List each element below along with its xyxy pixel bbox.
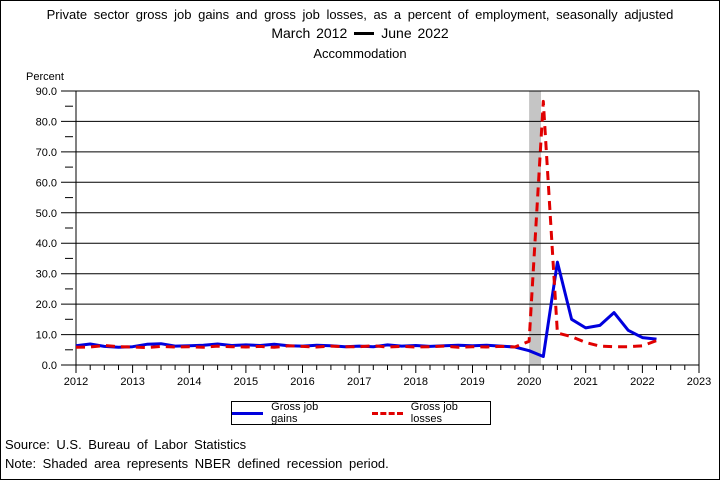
- x-tick-label: 2014: [177, 376, 201, 388]
- x-tick-label: 2012: [64, 376, 88, 388]
- legend-item-losses: Gross job losses: [371, 401, 490, 425]
- x-tick-label: 2019: [460, 376, 484, 388]
- x-tick-label: 2023: [687, 376, 711, 388]
- y-axis-unit-label: Percent: [26, 71, 64, 83]
- legend-item-gains: Gross job gains: [232, 401, 346, 425]
- source-text: Source: U.S. Bureau of Labor Statistics: [5, 437, 247, 452]
- x-tick-label: 2017: [347, 376, 371, 388]
- y-tick-label: 0.0: [42, 360, 57, 372]
- chart-subtitle: March 2012 June 2022: [1, 25, 719, 41]
- legend-gains-label: Gross job gains: [271, 401, 319, 425]
- y-tick-label: 10.0: [36, 330, 57, 342]
- x-tick-label: 2013: [120, 376, 144, 388]
- recession-band: [529, 91, 541, 365]
- legend-losses-line-icon: [371, 411, 403, 415]
- x-tick-label: 2015: [234, 376, 258, 388]
- y-tick-label: 40.0: [36, 238, 57, 250]
- y-tick-label: 50.0: [36, 208, 57, 220]
- y-tick-label: 80.0: [36, 116, 57, 128]
- x-tick-label: 2018: [404, 376, 428, 388]
- y-tick-label: 60.0: [36, 177, 57, 189]
- legend-losses-label: Gross job losses: [410, 401, 458, 425]
- dash-icon: [354, 31, 375, 35]
- y-tick-label: 70.0: [36, 147, 57, 159]
- series-line-losses: [75, 99, 658, 350]
- chart-title: Private sector gross job gains and gross…: [46, 7, 674, 22]
- legend-gains-line-icon: [232, 411, 264, 415]
- subtitle-period-to: June 2022: [381, 25, 449, 41]
- subtitle-period-from: March 2012: [271, 25, 348, 41]
- series-line-gains: [75, 260, 657, 358]
- industry-title: Accommodation: [313, 46, 407, 61]
- legend-box: Gross job gains Gross job losses: [231, 401, 491, 425]
- x-tick-label: 2020: [517, 376, 541, 388]
- y-tick-label: 20.0: [36, 299, 57, 311]
- x-tick-label: 2022: [630, 376, 654, 388]
- y-tick-label: 90.0: [36, 86, 57, 98]
- y-tick-label: 30.0: [36, 269, 57, 281]
- note-text: Note: Shaded area represents NBER define…: [5, 456, 389, 471]
- x-tick-label: 2021: [573, 376, 597, 388]
- x-tick-label: 2016: [290, 376, 314, 388]
